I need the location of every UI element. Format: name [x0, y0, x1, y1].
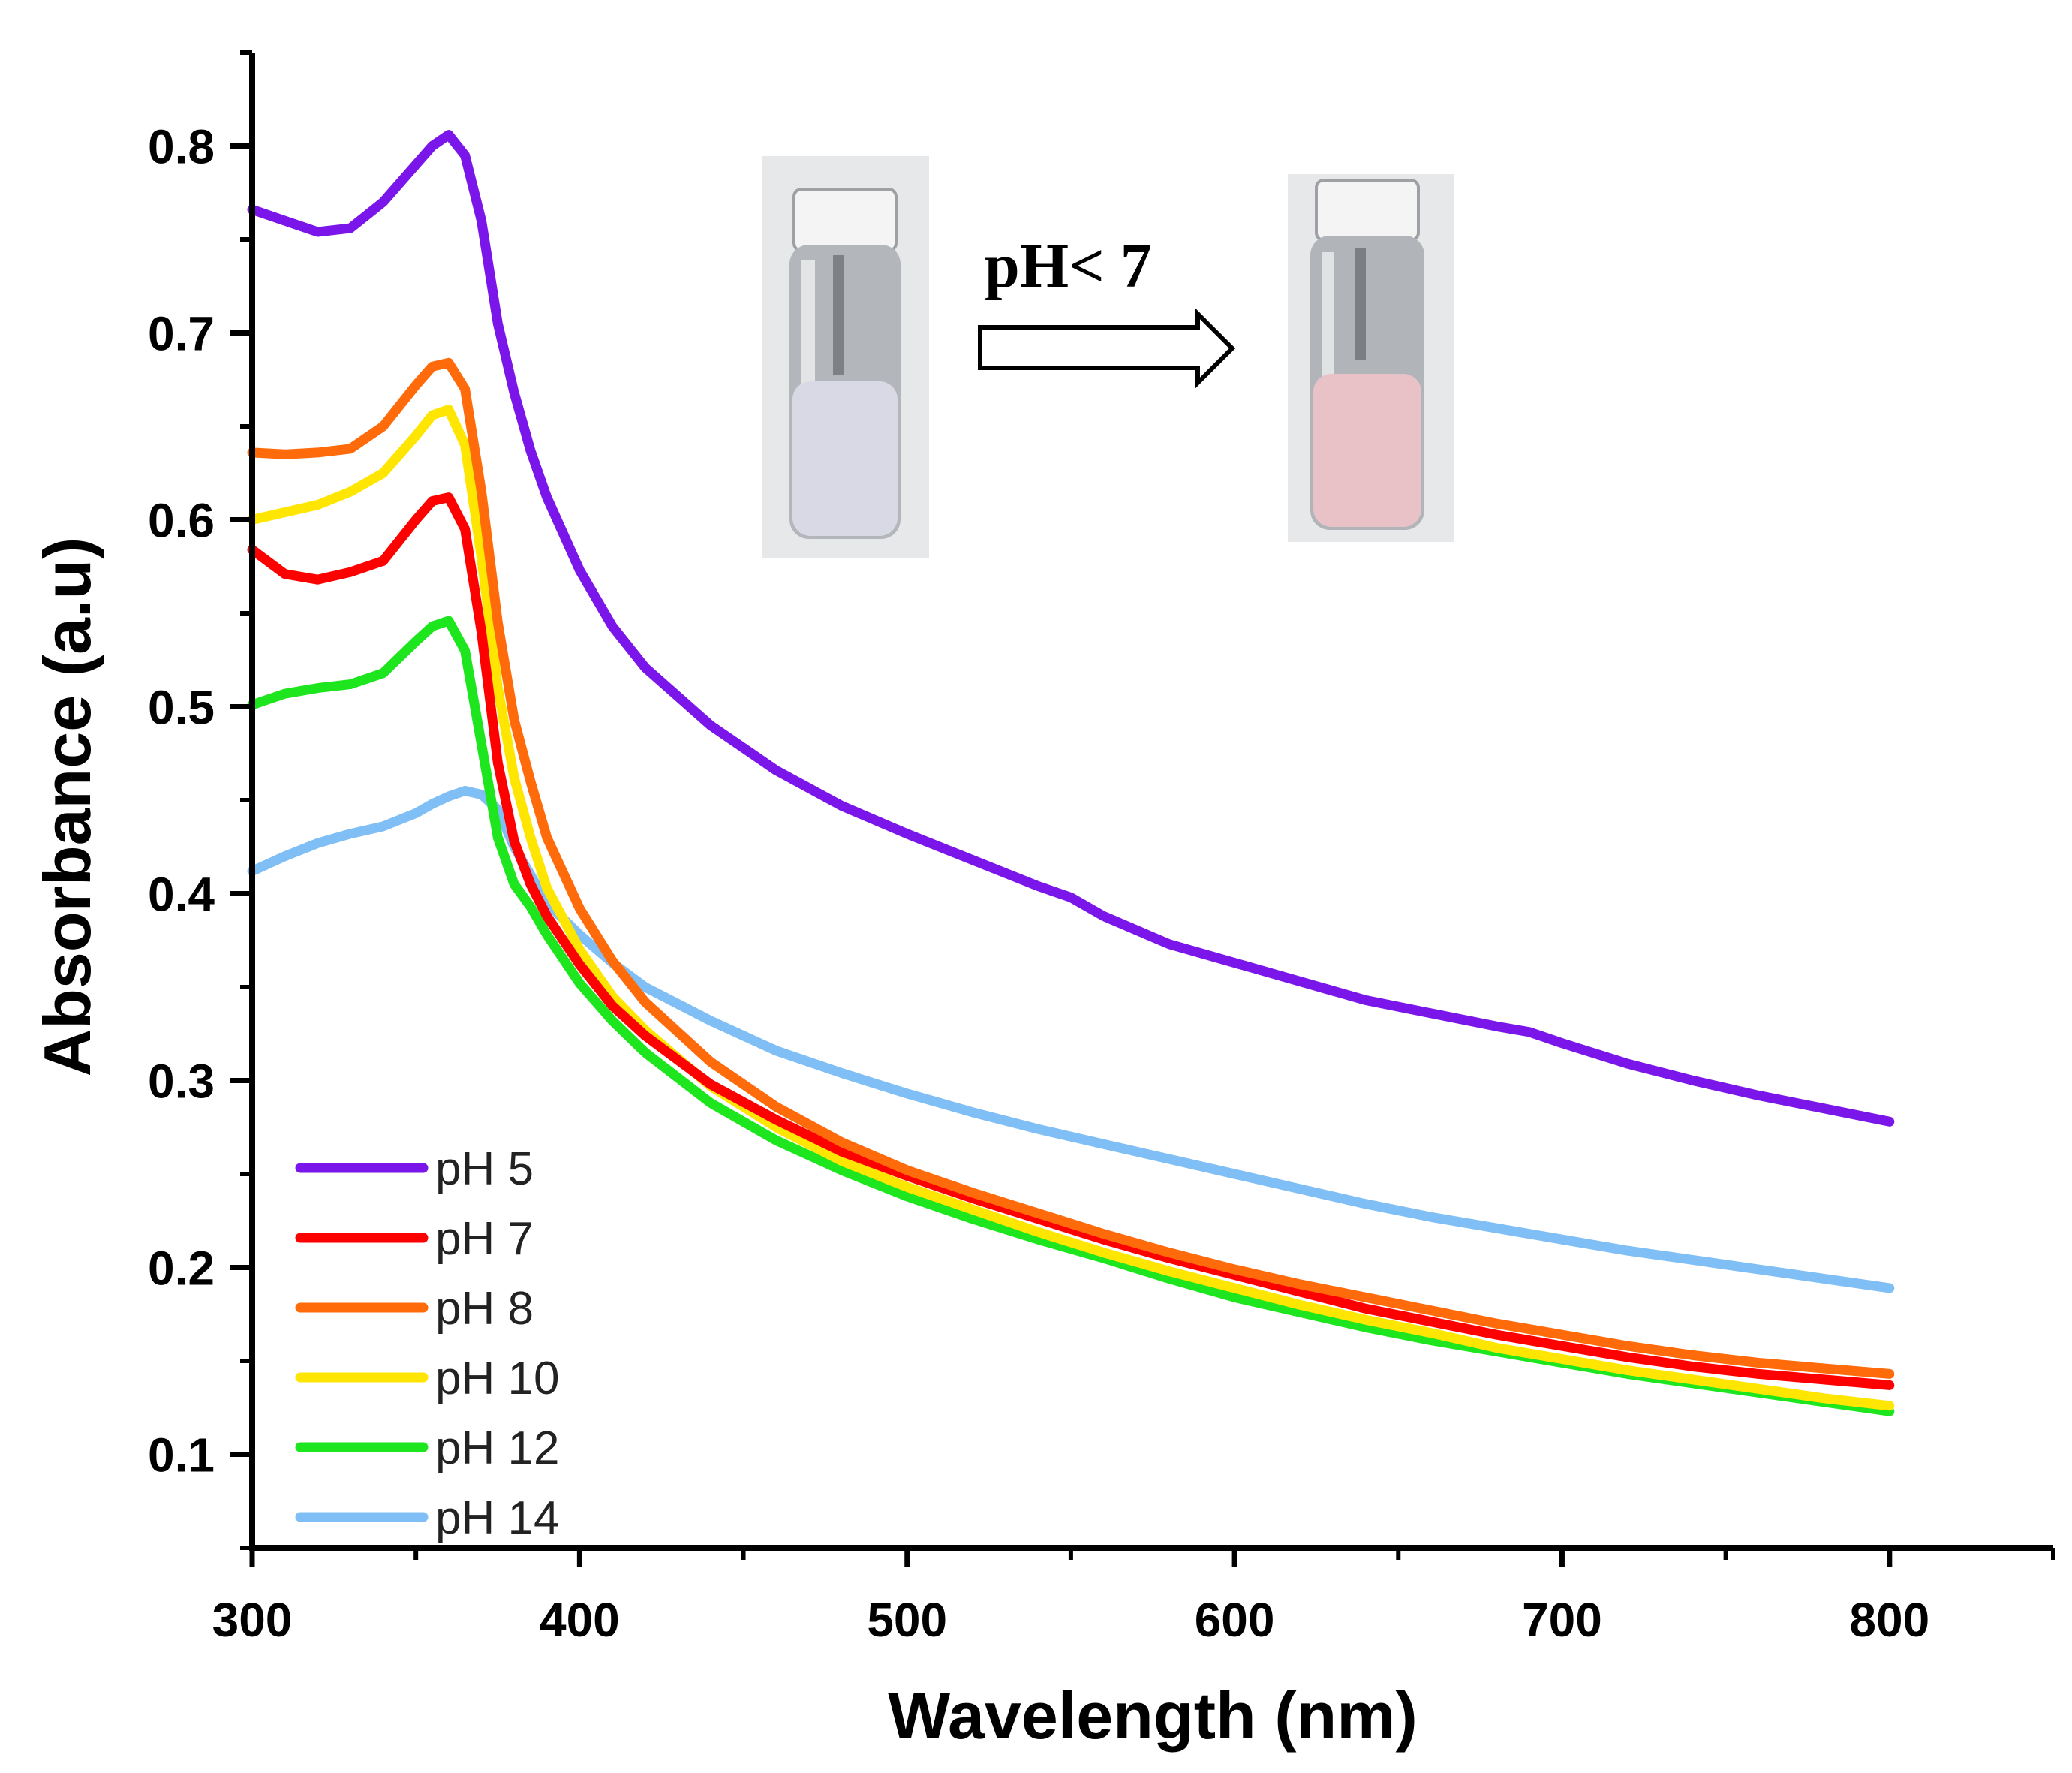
x-tick-label: 400	[540, 1593, 620, 1647]
x-tick-label: 500	[867, 1593, 947, 1647]
legend-label-ph-14: pH 14	[435, 1492, 559, 1544]
series-line-ph-7	[247, 492, 1895, 1390]
y-tick-label: 0.7	[148, 307, 215, 361]
x-tick-label: 600	[1195, 1593, 1275, 1647]
y-tick-label: 0.5	[148, 681, 215, 735]
x-tick-label: 300	[212, 1593, 293, 1647]
series-line-ph-5	[247, 130, 1895, 1127]
legend-label-ph-10: pH 10	[435, 1353, 559, 1404]
legend-label-ph-7: pH 7	[435, 1213, 534, 1265]
y-axis-title: Absorbance (a.u)	[30, 537, 104, 1077]
vial-before-liquid	[792, 381, 898, 536]
y-tick-label: 0.3	[148, 1055, 215, 1109]
vial-after	[1288, 174, 1454, 542]
legend-label-ph-5: pH 5	[435, 1143, 534, 1195]
x-axis-title: Wavelength (nm)	[888, 1678, 1418, 1753]
plot-lines	[247, 130, 1895, 1416]
y-tick-label: 0.2	[148, 1242, 215, 1296]
legend: pH 5 pH 7 pH 8 pH 10 pH 12 pH 14	[295, 1143, 559, 1544]
inset-label: pH< 7	[985, 231, 1152, 301]
axes: 300 400 500 600 700 800 0.1 0.2 0.3 0.4 0.5 0.6 0.7 0…	[148, 50, 2055, 1647]
y-tick-label: 0.4	[148, 868, 215, 922]
y-tick-label: 0.6	[148, 494, 215, 548]
vial-before	[762, 156, 929, 558]
y-tick-label: 0.8	[148, 120, 215, 174]
legend-label-ph-8: pH 8	[435, 1283, 534, 1335]
inset-group: pH< 7	[762, 156, 1454, 558]
series-line-ph-8	[247, 357, 1895, 1379]
y-tick-label: 0.1	[148, 1428, 215, 1483]
series-line-ph-14	[247, 786, 1895, 1293]
legend-label-ph-12: pH 12	[435, 1422, 559, 1474]
x-tick-label: 800	[1849, 1593, 1929, 1647]
inset-arrow	[978, 308, 1236, 389]
vial-after-liquid	[1313, 374, 1421, 527]
x-tick-label: 700	[1522, 1593, 1602, 1647]
